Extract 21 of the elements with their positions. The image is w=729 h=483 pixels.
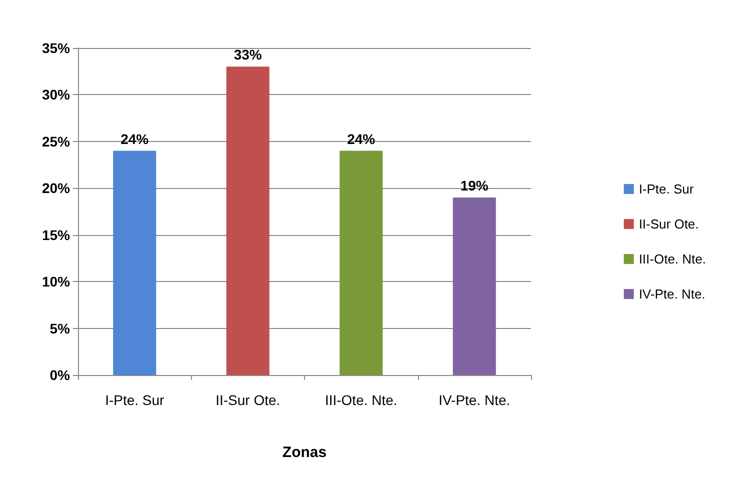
- legend-label: III-Ote. Nte.: [638, 252, 706, 266]
- data-label: 24%: [347, 130, 376, 147]
- x-axis-title: Zonas: [282, 444, 327, 461]
- y-tick-label: 25%: [42, 133, 71, 150]
- y-tick-label: 15%: [42, 226, 71, 243]
- x-tick-label: III-Ote. Nte.: [324, 392, 398, 408]
- data-label: 24%: [120, 130, 150, 147]
- y-tick-label: 10%: [42, 274, 71, 290]
- x-tick-label: IV-Pte. Nte.: [438, 392, 510, 408]
- x-tick-label: I-Pte. Sur: [105, 392, 165, 408]
- y-tick-label: 30%: [42, 86, 71, 103]
- data-label: 33%: [234, 46, 262, 63]
- legend-label: IV-Pte. Nte.: [638, 286, 706, 302]
- y-tick-label: 20%: [42, 180, 71, 196]
- legend-label: II-Sur Ote.: [638, 216, 699, 232]
- y-tick-label: 5%: [50, 320, 71, 336]
- data-label: 19%: [460, 177, 489, 194]
- x-tick-label: II-Sur Ote.: [216, 392, 280, 408]
- y-tick-label: 35%: [42, 40, 71, 56]
- legend-label: I-Pte. Sur: [638, 182, 694, 196]
- y-tick-label: 0%: [50, 367, 71, 383]
